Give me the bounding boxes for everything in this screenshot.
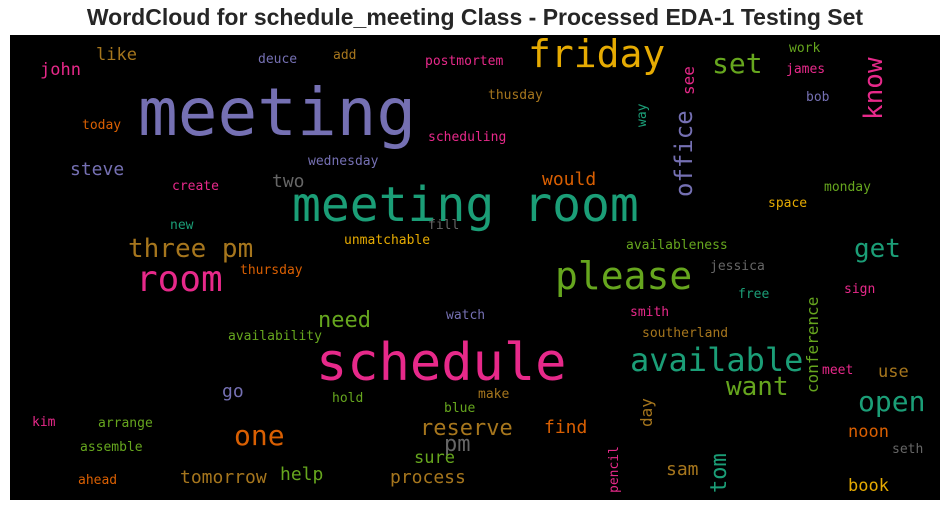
word-room: room: [136, 259, 223, 300]
word-like: like: [96, 45, 137, 65]
word-steve: steve: [70, 159, 124, 180]
word-meeting-room: meeting room: [292, 177, 639, 233]
word-watch: watch: [446, 308, 485, 323]
word-thusday: thusday: [488, 88, 543, 103]
word-need: need: [318, 308, 371, 333]
word-availableness: availableness: [626, 238, 728, 253]
word-space: space: [768, 196, 807, 211]
word-two: two: [272, 171, 305, 192]
word-noon: noon: [848, 422, 889, 442]
word-would: would: [542, 169, 596, 190]
word-monday: monday: [824, 180, 871, 195]
word-pm: pm: [444, 432, 471, 457]
word-use: use: [878, 362, 909, 382]
wordcloud-panel: meeting meeting room schedule friday please r…: [10, 35, 940, 500]
word-book: book: [848, 476, 889, 496]
word-help: help: [280, 464, 323, 485]
word-go: go: [222, 381, 244, 402]
word-friday: friday: [528, 35, 665, 76]
word-meeting: meeting: [138, 74, 416, 151]
wordcloud-svg: meeting meeting room schedule friday please r…: [32, 35, 925, 496]
word-seth: seth: [892, 442, 923, 457]
word-office: office: [670, 110, 698, 197]
word-southerland: southerland: [642, 326, 728, 341]
word-process: process: [390, 467, 466, 488]
word-today: today: [82, 118, 121, 133]
word-jessica: jessica: [710, 259, 765, 274]
word-bob: bob: [806, 90, 830, 105]
word-see: see: [679, 66, 698, 95]
word-reserve: reserve: [420, 416, 513, 441]
word-tomorrow: tomorrow: [180, 467, 267, 488]
word-ahead: ahead: [78, 473, 117, 488]
word-work: work: [789, 41, 820, 56]
word-please: please: [555, 254, 692, 298]
word-john: john: [40, 60, 81, 80]
word-james: james: [786, 62, 825, 77]
word-meet: meet: [822, 363, 853, 378]
word-hold: hold: [332, 391, 363, 406]
word-thursday: thursday: [240, 263, 303, 278]
word-create: create: [172, 179, 219, 194]
word-three-pm: three pm: [128, 234, 253, 264]
word-schedule: schedule: [316, 333, 566, 393]
word-add: add: [333, 48, 356, 63]
word-sam: sam: [666, 459, 699, 480]
word-way: way: [635, 103, 650, 127]
word-day: day: [637, 398, 656, 427]
word-one: one: [234, 419, 285, 452]
word-arrange: arrange: [98, 416, 153, 431]
word-sure: sure: [414, 448, 455, 468]
word-find: find: [544, 417, 587, 438]
word-free: free: [738, 287, 769, 302]
word-know: know: [859, 57, 889, 120]
word-deuce: deuce: [258, 52, 297, 67]
word-assemble: assemble: [80, 440, 143, 455]
word-available: available: [630, 341, 803, 379]
word-kim: kim: [32, 415, 56, 430]
word-conference: conference: [803, 297, 822, 393]
word-want: want: [726, 372, 789, 402]
word-get: get: [854, 234, 901, 264]
word-fill: fill: [428, 218, 459, 233]
word-make: make: [478, 387, 509, 402]
word-sign: sign: [844, 282, 875, 297]
word-smith: smith: [630, 305, 669, 320]
word-unmatchable: unmatchable: [344, 233, 430, 248]
word-availability: availability: [228, 329, 322, 344]
word-new: new: [170, 218, 194, 233]
word-open: open: [858, 385, 925, 418]
chart-title: WordCloud for schedule_meeting Class - P…: [86, 4, 864, 30]
word-wednesday: wednesday: [308, 154, 379, 169]
word-postmortem: postmortem: [425, 54, 503, 69]
word-set: set: [712, 47, 763, 80]
word-blue: blue: [444, 401, 475, 416]
word-scheduling: scheduling: [428, 130, 506, 145]
word-tom: tom: [707, 453, 732, 493]
word-pencil: pencil: [607, 446, 622, 493]
